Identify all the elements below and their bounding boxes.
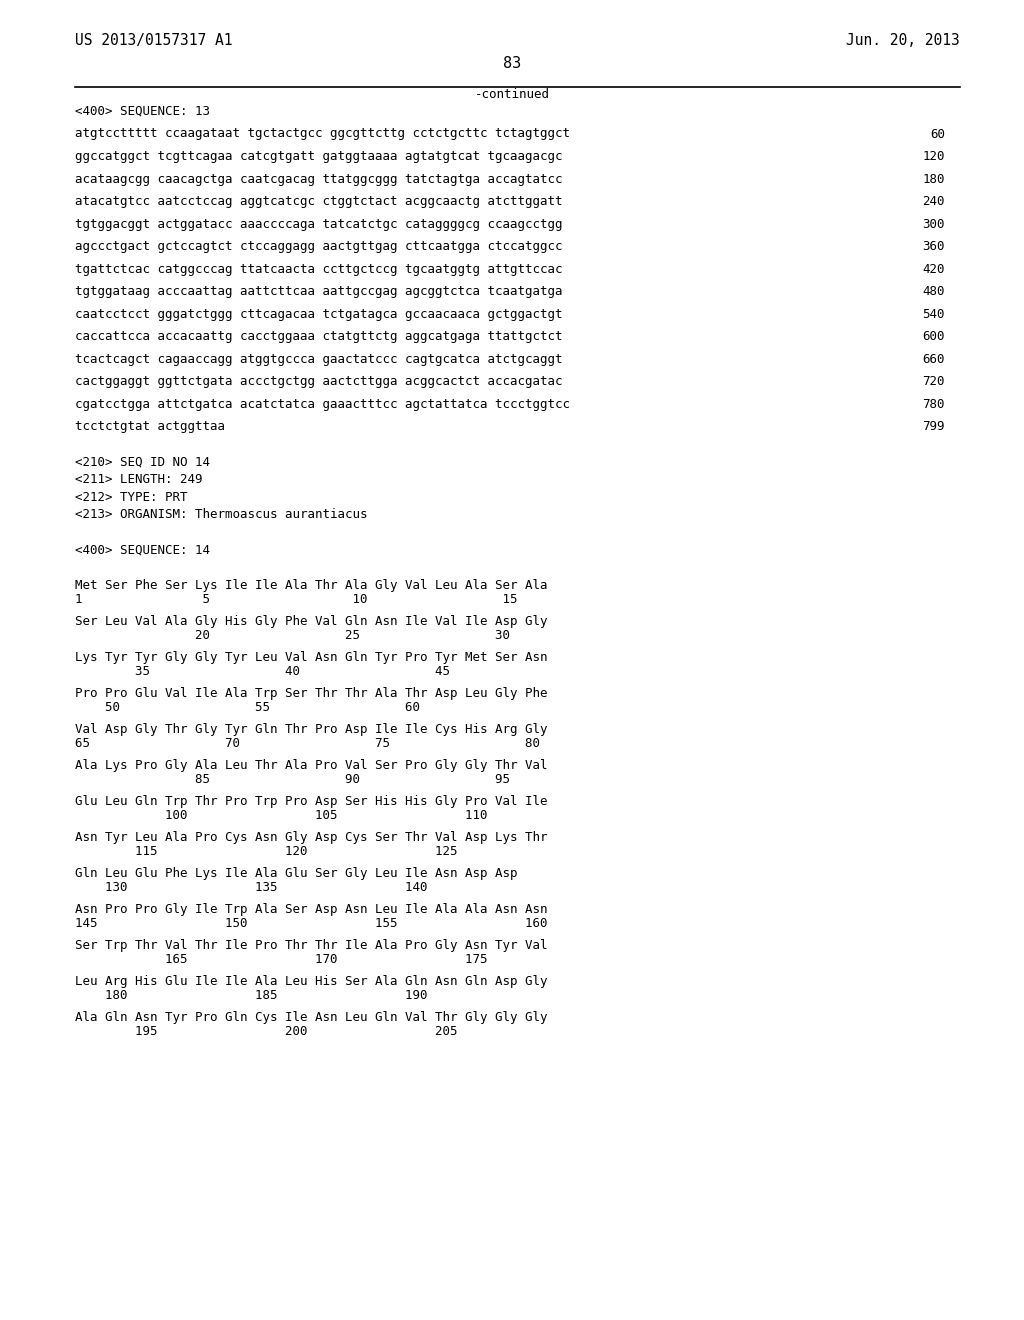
Text: 83: 83 <box>503 55 521 71</box>
Text: <212> TYPE: PRT: <212> TYPE: PRT <box>75 491 187 503</box>
Text: 130                 135                 140: 130 135 140 <box>75 882 427 894</box>
Text: -continued: -continued <box>474 88 550 102</box>
Text: Jun. 20, 2013: Jun. 20, 2013 <box>846 33 961 48</box>
Text: agccctgact gctccagtct ctccaggagg aactgttgag cttcaatgga ctccatggcc: agccctgact gctccagtct ctccaggagg aactgtt… <box>75 240 562 253</box>
Text: Asn Tyr Leu Ala Pro Cys Asn Gly Asp Cys Ser Thr Val Asp Lys Thr: Asn Tyr Leu Ala Pro Cys Asn Gly Asp Cys … <box>75 830 548 843</box>
Text: cgatcctgga attctgatca acatctatca gaaactttcc agctattatca tccctggtcc: cgatcctgga attctgatca acatctatca gaaactt… <box>75 397 570 411</box>
Text: Ala Gln Asn Tyr Pro Gln Cys Ile Asn Leu Gln Val Thr Gly Gly Gly: Ala Gln Asn Tyr Pro Gln Cys Ile Asn Leu … <box>75 1011 548 1024</box>
Text: Ala Lys Pro Gly Ala Leu Thr Ala Pro Val Ser Pro Gly Gly Thr Val: Ala Lys Pro Gly Ala Leu Thr Ala Pro Val … <box>75 759 548 772</box>
Text: ggccatggct tcgttcagaa catcgtgatt gatggtaaaa agtatgtcat tgcaagacgc: ggccatggct tcgttcagaa catcgtgatt gatggta… <box>75 150 562 162</box>
Text: tgtggacggt actggatacc aaaccccaga tatcatctgc cataggggcg ccaagcctgg: tgtggacggt actggatacc aaaccccaga tatcatc… <box>75 218 562 231</box>
Text: 1                5                   10                  15: 1 5 10 15 <box>75 594 517 606</box>
Text: 60: 60 <box>930 128 945 140</box>
Text: Met Ser Phe Ser Lys Ile Ile Ala Thr Ala Gly Val Leu Ala Ser Ala: Met Ser Phe Ser Lys Ile Ile Ala Thr Ala … <box>75 579 548 591</box>
Text: 20                  25                  30: 20 25 30 <box>75 630 510 643</box>
Text: tgtggataag acccaattag aattcttcaa aattgccgag agcggtctca tcaatgatga: tgtggataag acccaattag aattcttcaa aattgcc… <box>75 285 562 298</box>
Text: caatcctcct gggatctggg cttcagacaa tctgatagca gccaacaaca gctggactgt: caatcctcct gggatctggg cttcagacaa tctgata… <box>75 308 562 321</box>
Text: acataagcgg caacagctga caatcgacag ttatggcggg tatctagtga accagtatcc: acataagcgg caacagctga caatcgacag ttatggc… <box>75 173 562 186</box>
Text: tcctctgtat actggttaa: tcctctgtat actggttaa <box>75 420 225 433</box>
Text: atacatgtcc aatcctccag aggtcatcgc ctggtctact acggcaactg atcttggatt: atacatgtcc aatcctccag aggtcatcgc ctggtct… <box>75 195 562 209</box>
Text: US 2013/0157317 A1: US 2013/0157317 A1 <box>75 33 232 48</box>
Text: <210> SEQ ID NO 14: <210> SEQ ID NO 14 <box>75 455 210 469</box>
Text: 420: 420 <box>923 263 945 276</box>
Text: <400> SEQUENCE: 14: <400> SEQUENCE: 14 <box>75 544 210 557</box>
Text: 115                 120                 125: 115 120 125 <box>75 845 458 858</box>
Text: 240: 240 <box>923 195 945 209</box>
Text: 165                 170                 175: 165 170 175 <box>75 953 487 966</box>
Text: Leu Arg His Glu Ile Ile Ala Leu His Ser Ala Gln Asn Gln Asp Gly: Leu Arg His Glu Ile Ile Ala Leu His Ser … <box>75 974 548 987</box>
Text: 195                 200                 205: 195 200 205 <box>75 1026 458 1038</box>
Text: 120: 120 <box>923 150 945 162</box>
Text: caccattcca accacaattg cacctggaaa ctatgttctg aggcatgaga ttattgctct: caccattcca accacaattg cacctggaaa ctatgtt… <box>75 330 562 343</box>
Text: 480: 480 <box>923 285 945 298</box>
Text: Gln Leu Glu Phe Lys Ile Ala Glu Ser Gly Leu Ile Asn Asp Asp: Gln Leu Glu Phe Lys Ile Ala Glu Ser Gly … <box>75 867 517 880</box>
Text: Ser Leu Val Ala Gly His Gly Phe Val Gln Asn Ile Val Ile Asp Gly: Ser Leu Val Ala Gly His Gly Phe Val Gln … <box>75 615 548 628</box>
Text: 50                  55                  60: 50 55 60 <box>75 701 420 714</box>
Text: 720: 720 <box>923 375 945 388</box>
Text: 360: 360 <box>923 240 945 253</box>
Text: 180: 180 <box>923 173 945 186</box>
Text: Lys Tyr Tyr Gly Gly Tyr Leu Val Asn Gln Tyr Pro Tyr Met Ser Asn: Lys Tyr Tyr Gly Gly Tyr Leu Val Asn Gln … <box>75 651 548 664</box>
Text: 540: 540 <box>923 308 945 321</box>
Text: 35                  40                  45: 35 40 45 <box>75 665 450 678</box>
Text: <211> LENGTH: 249: <211> LENGTH: 249 <box>75 473 203 486</box>
Text: 660: 660 <box>923 352 945 366</box>
Text: Pro Pro Glu Val Ile Ala Trp Ser Thr Thr Ala Thr Asp Leu Gly Phe: Pro Pro Glu Val Ile Ala Trp Ser Thr Thr … <box>75 686 548 700</box>
Text: Glu Leu Gln Trp Thr Pro Trp Pro Asp Ser His His Gly Pro Val Ile: Glu Leu Gln Trp Thr Pro Trp Pro Asp Ser … <box>75 795 548 808</box>
Text: tgattctcac catggcccag ttatcaacta ccttgctccg tgcaatggtg attgttccac: tgattctcac catggcccag ttatcaacta ccttgct… <box>75 263 562 276</box>
Text: Val Asp Gly Thr Gly Tyr Gln Thr Pro Asp Ile Ile Cys His Arg Gly: Val Asp Gly Thr Gly Tyr Gln Thr Pro Asp … <box>75 723 548 737</box>
Text: tcactcagct cagaaccagg atggtgccca gaactatccc cagtgcatca atctgcaggt: tcactcagct cagaaccagg atggtgccca gaactat… <box>75 352 562 366</box>
Text: <213> ORGANISM: Thermoascus aurantiacus: <213> ORGANISM: Thermoascus aurantiacus <box>75 508 368 521</box>
Text: 85                  90                  95: 85 90 95 <box>75 774 510 787</box>
Text: cactggaggt ggttctgata accctgctgg aactcttgga acggcactct accacgatac: cactggaggt ggttctgata accctgctgg aactctt… <box>75 375 562 388</box>
Text: 180                 185                 190: 180 185 190 <box>75 989 427 1002</box>
Text: <400> SEQUENCE: 13: <400> SEQUENCE: 13 <box>75 106 210 117</box>
Text: Ser Trp Thr Val Thr Ile Pro Thr Thr Ile Ala Pro Gly Asn Tyr Val: Ser Trp Thr Val Thr Ile Pro Thr Thr Ile … <box>75 939 548 952</box>
Text: 600: 600 <box>923 330 945 343</box>
Text: 65                  70                  75                  80: 65 70 75 80 <box>75 738 540 750</box>
Text: 799: 799 <box>923 420 945 433</box>
Text: Asn Pro Pro Gly Ile Trp Ala Ser Asp Asn Leu Ile Ala Ala Asn Asn: Asn Pro Pro Gly Ile Trp Ala Ser Asp Asn … <box>75 903 548 916</box>
Text: 780: 780 <box>923 397 945 411</box>
Text: atgtccttttt ccaagataat tgctactgcc ggcgttcttg cctctgcttc tctagtggct: atgtccttttt ccaagataat tgctactgcc ggcgtt… <box>75 128 570 140</box>
Text: 100                 105                 110: 100 105 110 <box>75 809 487 822</box>
Text: 145                 150                 155                 160: 145 150 155 160 <box>75 917 548 931</box>
Text: 300: 300 <box>923 218 945 231</box>
